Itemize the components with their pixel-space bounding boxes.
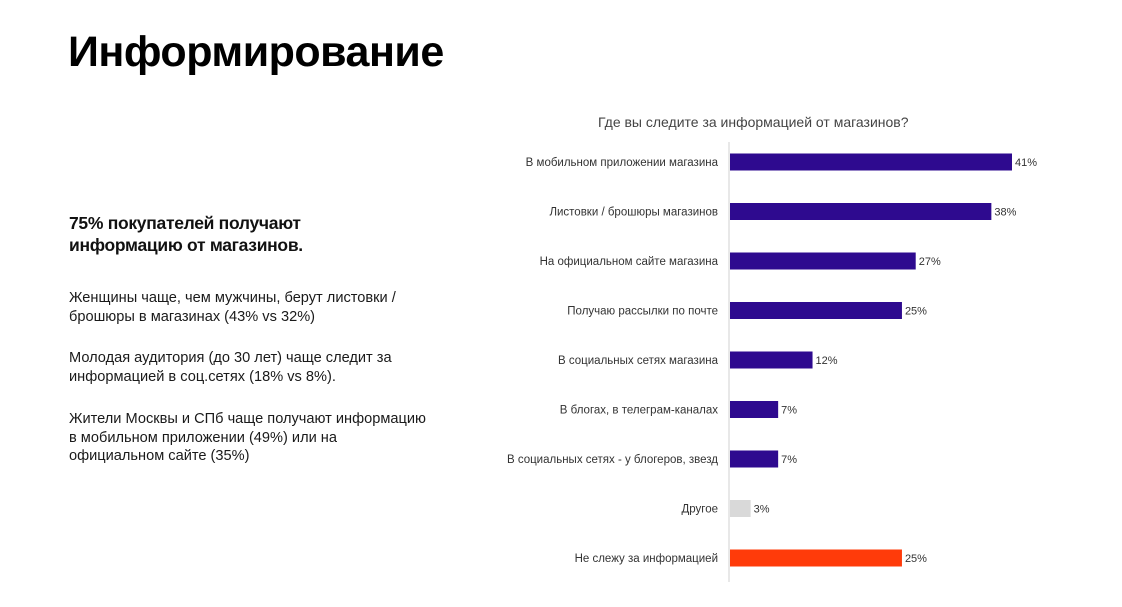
page-title: Информирование: [68, 28, 444, 76]
bar: [730, 450, 779, 468]
category-label: Листовки / брошюры магазинов: [549, 207, 718, 219]
value-label: 41%: [1015, 157, 1037, 169]
category-label: Получаю рассылки по почте: [567, 306, 718, 318]
category-label: В социальных сетях - у блогеров, звезд: [507, 454, 718, 466]
category-label: На официальном сайте магазина: [540, 256, 719, 268]
value-label: 38%: [994, 207, 1016, 219]
value-label: 25%: [905, 553, 927, 565]
bar: [730, 351, 813, 369]
note-moscow-spb: Жители Москвы и СПб чаще получают информ…: [69, 411, 426, 464]
bar: [730, 153, 1012, 171]
value-label: 27%: [919, 256, 941, 268]
value-label: 25%: [905, 306, 927, 318]
chart-title: Где вы следите за информацией от магазин…: [598, 114, 909, 130]
category-label: Не слежу за информацией: [575, 553, 718, 565]
bar: [730, 252, 916, 270]
lead-statement: 75% покупателей получают информацию от м…: [69, 213, 303, 255]
value-label: 7%: [781, 405, 797, 417]
category-label: В социальных сетях магазина: [558, 355, 719, 367]
category-label: В блогах, в телеграм-каналах: [560, 405, 718, 417]
value-label: 7%: [781, 454, 797, 466]
category-label: В мобильном приложении магазина: [526, 157, 719, 169]
value-label: 3%: [754, 504, 770, 516]
bar: [730, 203, 992, 220]
bar: [730, 401, 779, 418]
bar: [730, 302, 902, 319]
value-label: 12%: [816, 355, 838, 367]
note-young-audience: Молодая аудитория (до 30 лет) чаще следи…: [69, 350, 392, 385]
bar: [730, 549, 902, 567]
bar: [730, 500, 751, 517]
note-women: Женщины чаще, чем мужчины, берут листовк…: [69, 290, 396, 325]
category-label: Другое: [681, 504, 718, 516]
